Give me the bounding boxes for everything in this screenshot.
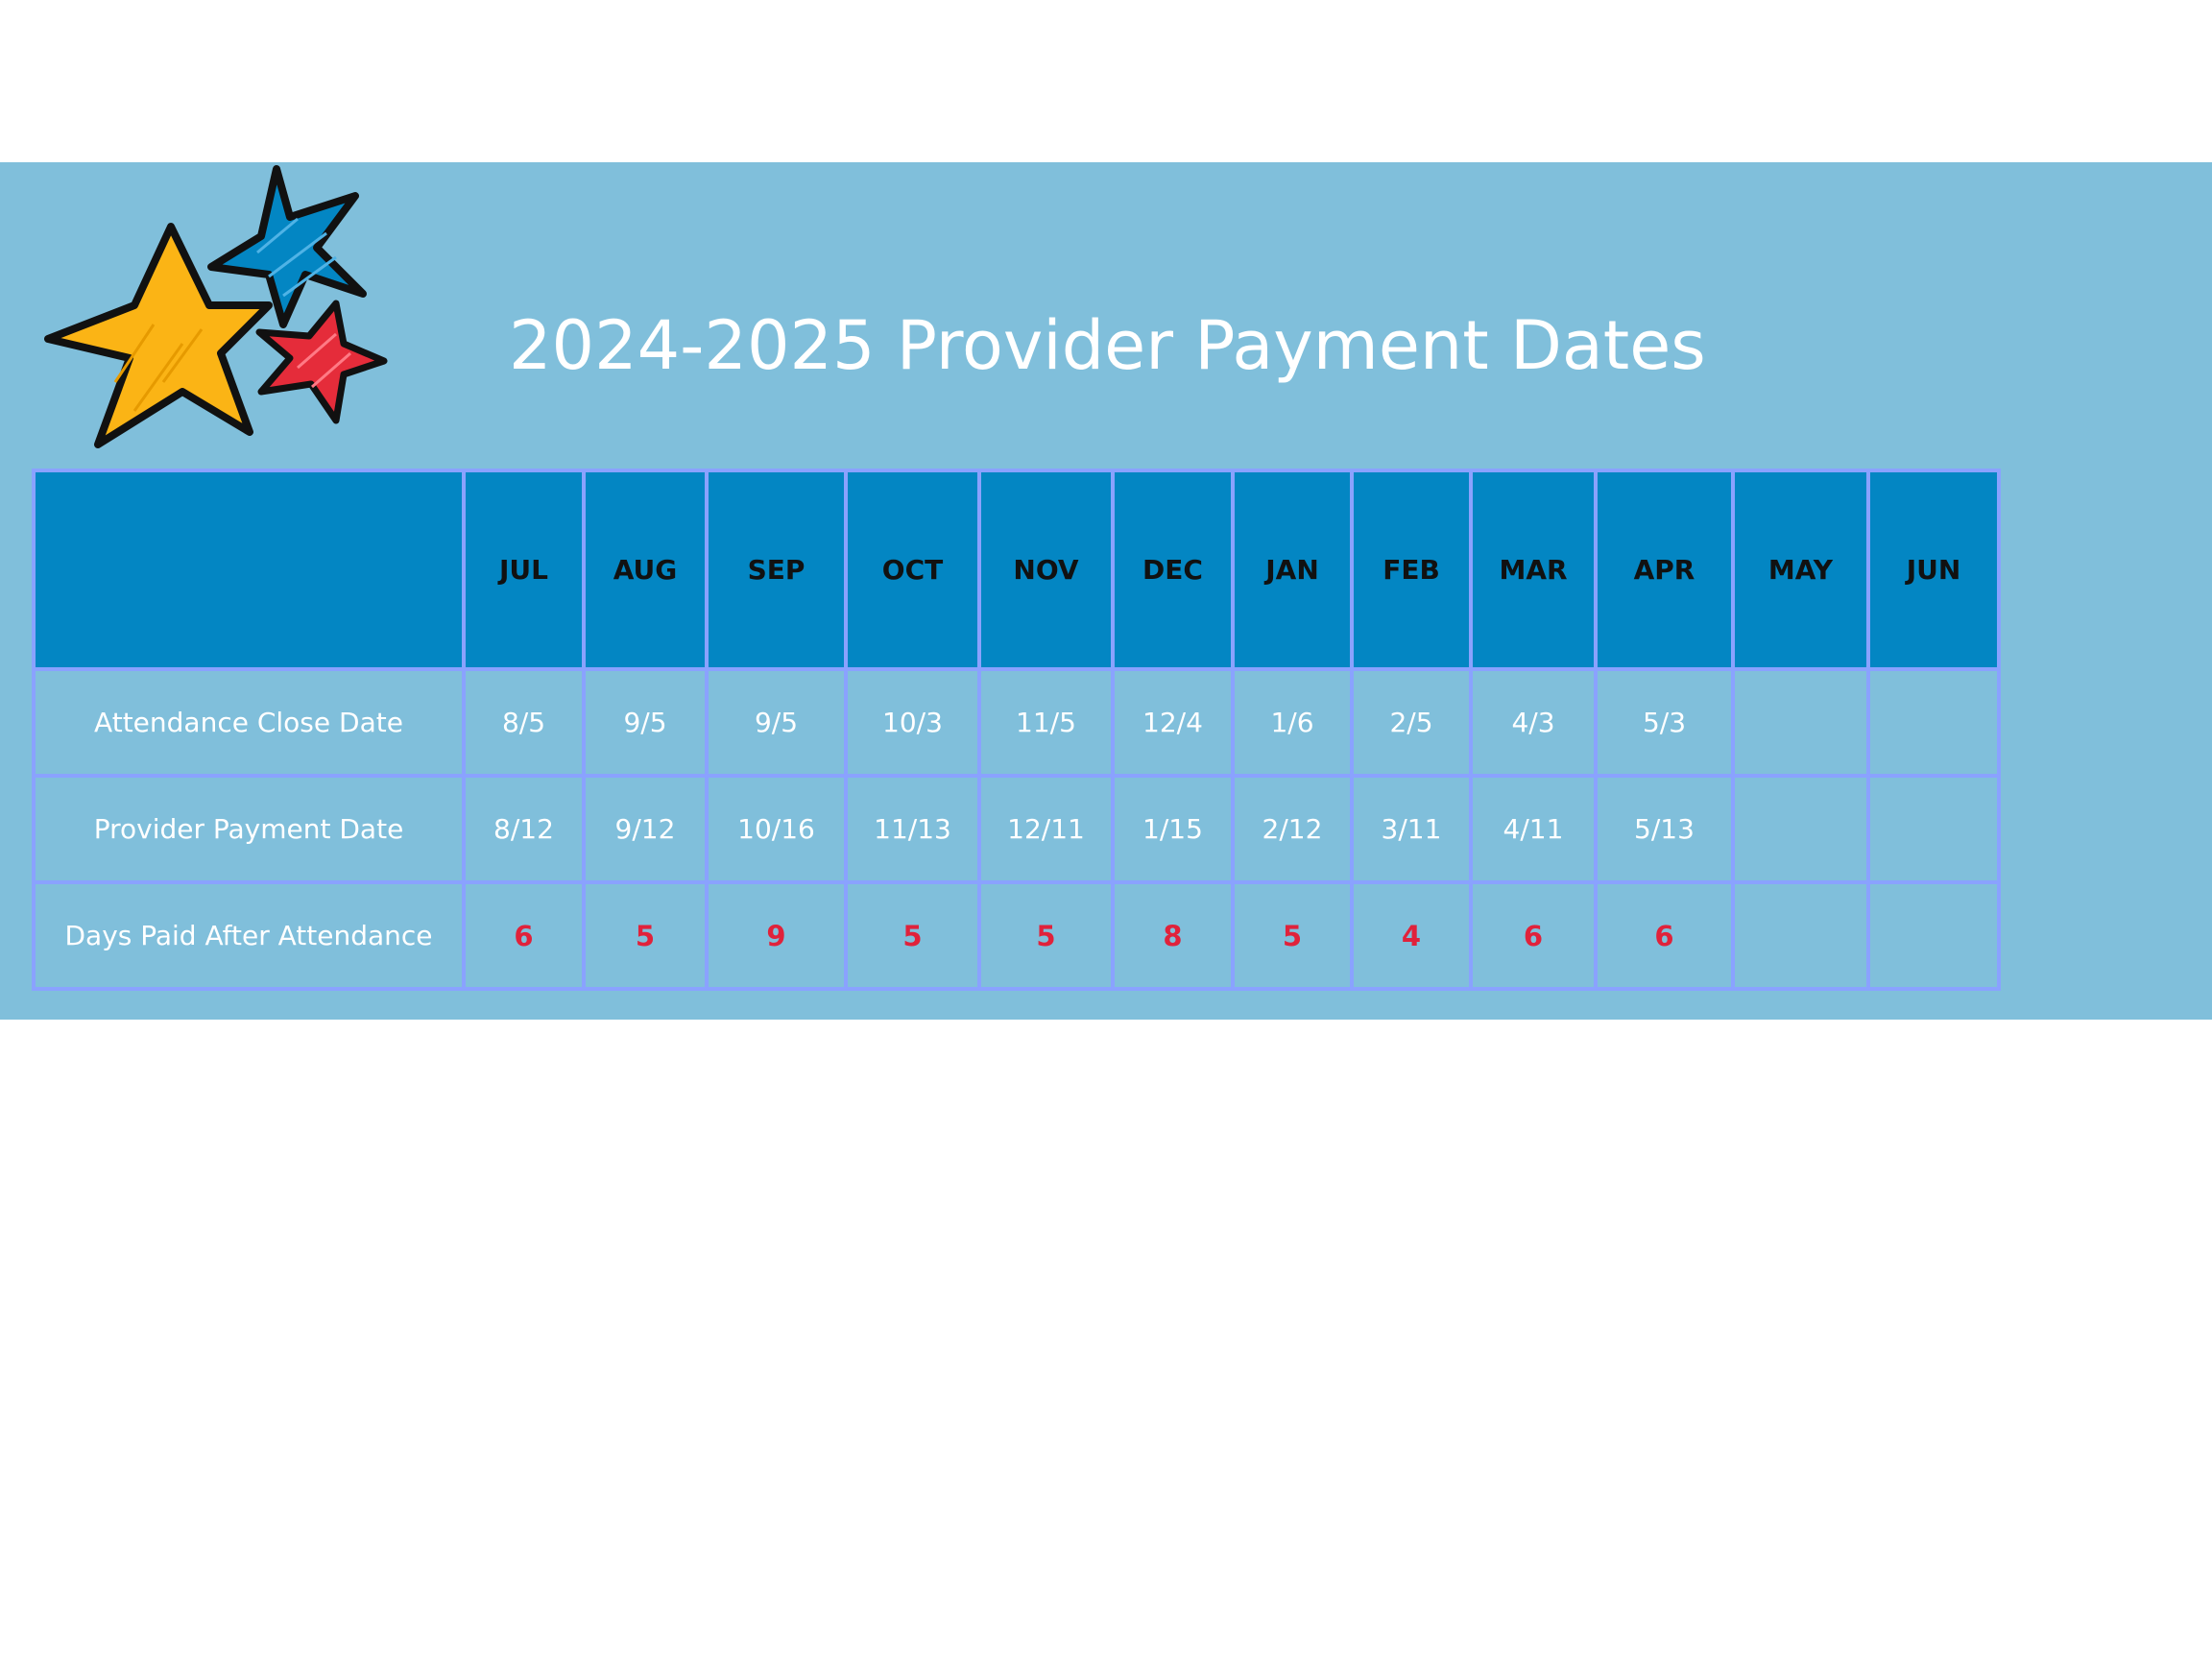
table-cell: 8 xyxy=(1111,880,1235,991)
table-cell: 10/16 xyxy=(705,774,848,884)
table-cell: 9/5 xyxy=(582,667,709,778)
table-cell: 4 xyxy=(1350,880,1473,991)
table-cell: 9/5 xyxy=(705,667,848,778)
header-row: JUL AUG SEP OCT NOV DEC JAN FEB MAR APR … xyxy=(32,469,2001,671)
blue-star-icon xyxy=(207,165,367,328)
table-cell: 9/12 xyxy=(582,774,709,884)
table-cell: 11/5 xyxy=(977,667,1115,778)
column-header-apr: APR xyxy=(1594,469,1735,671)
table-cell: 5 xyxy=(977,880,1115,991)
table-cell: 3/11 xyxy=(1350,774,1473,884)
table-cell: 2/12 xyxy=(1231,774,1354,884)
table-cell xyxy=(1731,880,1870,991)
table-cell xyxy=(1731,667,1870,778)
row-label-days-paid: Days Paid After Attendance xyxy=(32,880,466,991)
page-title: 2024-2025 Provider Payment Dates xyxy=(509,306,1706,385)
table-cell xyxy=(1866,667,2001,778)
table-cell: 9 xyxy=(705,880,848,991)
corner-cell xyxy=(32,469,466,671)
column-header-jul: JUL xyxy=(462,469,586,671)
column-header-may: MAY xyxy=(1731,469,1870,671)
table-cell: 11/13 xyxy=(844,774,981,884)
table-cell: 12/4 xyxy=(1111,667,1235,778)
table-cell xyxy=(1866,880,2001,991)
red-star-icon xyxy=(255,300,388,424)
table-cell: 5/3 xyxy=(1594,667,1735,778)
row-label-provider-payment: Provider Payment Date xyxy=(32,774,466,884)
column-header-mar: MAR xyxy=(1469,469,1598,671)
table-row: Attendance Close Date 8/5 9/5 9/5 10/3 1… xyxy=(32,667,2001,778)
column-header-dec: DEC xyxy=(1111,469,1235,671)
table-row: Provider Payment Date 8/12 9/12 10/16 11… xyxy=(32,774,2001,884)
table-cell: 5/13 xyxy=(1594,774,1735,884)
column-header-oct: OCT xyxy=(844,469,981,671)
column-header-nov: NOV xyxy=(977,469,1115,671)
table-cell: 1/15 xyxy=(1111,774,1235,884)
column-header-jan: JAN xyxy=(1231,469,1354,671)
table-cell: 2/5 xyxy=(1350,667,1473,778)
table-cell: 5 xyxy=(1231,880,1354,991)
table-cell: 12/11 xyxy=(977,774,1115,884)
table-cell: 6 xyxy=(1469,880,1598,991)
stars-decoration xyxy=(44,165,388,448)
table-cell: 8/12 xyxy=(462,774,586,884)
table-cell: 8/5 xyxy=(462,667,586,778)
table-cell: 5 xyxy=(582,880,709,991)
column-header-aug: AUG xyxy=(582,469,709,671)
table-cell: 4/11 xyxy=(1469,774,1598,884)
table-cell: 10/3 xyxy=(844,667,981,778)
table-cell: 6 xyxy=(462,880,586,991)
column-header-feb: FEB xyxy=(1350,469,1473,671)
payment-schedule-table: JUL AUG SEP OCT NOV DEC JAN FEB MAR APR … xyxy=(32,469,2001,991)
yellow-star-icon xyxy=(44,223,273,448)
column-header-jun: JUN xyxy=(1866,469,2001,671)
table-cell: 1/6 xyxy=(1231,667,1354,778)
table-row: Days Paid After Attendance 6 5 9 5 5 8 5… xyxy=(32,880,2001,991)
table-cell xyxy=(1731,774,1870,884)
column-header-sep: SEP xyxy=(705,469,848,671)
row-label-attendance-close: Attendance Close Date xyxy=(32,667,466,778)
table-cell: 4/3 xyxy=(1469,667,1598,778)
table-cell xyxy=(1866,774,2001,884)
table-cell: 5 xyxy=(844,880,981,991)
table-cell: 6 xyxy=(1594,880,1735,991)
